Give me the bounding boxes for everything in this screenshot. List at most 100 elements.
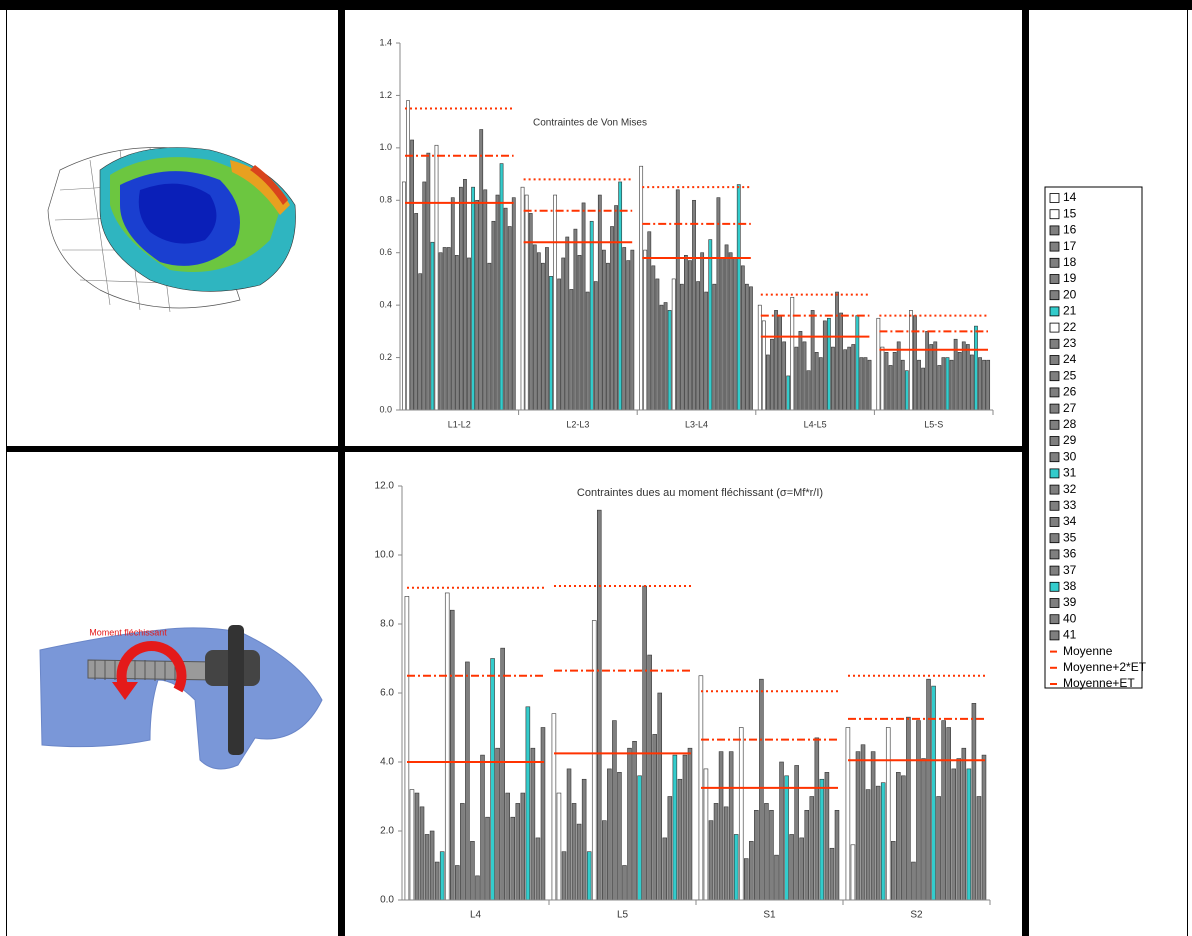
- bar: [465, 661, 470, 901]
- charts: Contraintes de Von Mises 0.0 0.2 0.4 0.6 0.8 1…: [375, 37, 994, 921]
- bar: [671, 278, 676, 411]
- y-tick-label: 0.8: [379, 195, 392, 205]
- bar: [847, 346, 852, 411]
- bar: [561, 851, 567, 901]
- bar: [794, 346, 799, 411]
- bar: [422, 181, 427, 411]
- legend-label: 38: [1063, 579, 1077, 593]
- bar: [503, 207, 508, 411]
- bar: [410, 139, 414, 411]
- bar: [982, 359, 986, 411]
- y-tick-label: 0.4: [379, 300, 392, 310]
- bar: [450, 197, 455, 411]
- bar: [896, 772, 901, 901]
- bar: [736, 184, 741, 411]
- bar: [728, 751, 734, 901]
- bar: [913, 315, 917, 411]
- x-tick-label: L4-L5: [804, 419, 827, 429]
- bar: [667, 310, 672, 411]
- legend-label: 22: [1063, 320, 1077, 334]
- bar: [414, 792, 420, 901]
- legend-swatch: [1049, 500, 1060, 511]
- legend-label: 37: [1063, 563, 1077, 577]
- bar: [565, 236, 570, 411]
- bar: [779, 761, 784, 901]
- bar: [784, 775, 789, 901]
- bar: [622, 865, 627, 901]
- bar: [929, 344, 934, 411]
- y-tick-label: 0.6: [379, 247, 392, 257]
- bar: [652, 734, 657, 901]
- bar: [839, 312, 843, 411]
- legend-label: Moyenne: [1063, 644, 1113, 658]
- border-top: [0, 0, 1192, 10]
- legend-label: 15: [1063, 206, 1077, 220]
- screw-illustration: Moment fléchissant: [39, 625, 323, 770]
- x-tick-label: L5: [617, 910, 629, 921]
- bar: [754, 809, 759, 901]
- y-tick-label: 8.0: [380, 619, 394, 630]
- bar: [444, 592, 450, 901]
- bar: [438, 252, 443, 411]
- bar: [618, 181, 623, 411]
- bar: [867, 359, 872, 411]
- legend-label: 27: [1063, 401, 1077, 415]
- border-row: [6, 446, 1026, 452]
- legend-label: 14: [1063, 190, 1077, 204]
- bar: [589, 220, 594, 411]
- bar: [692, 199, 696, 411]
- bar: [630, 249, 635, 411]
- legend-swatch: [1049, 533, 1060, 544]
- legend-label: 34: [1063, 514, 1077, 528]
- bar: [790, 296, 795, 411]
- bar: [596, 509, 602, 901]
- bar: [971, 703, 977, 901]
- legend: 14 15 16 17 18 19 20 21 22 23 24 25 26 27 28 29 30 31 32 33…: [1049, 190, 1147, 690]
- bar: [470, 841, 475, 901]
- bar: [819, 778, 825, 901]
- bar: [802, 341, 807, 411]
- bar: [843, 349, 848, 411]
- y-tick-label: 2.0: [380, 826, 394, 837]
- legend-swatch: [1049, 517, 1060, 527]
- legend-swatch: [1049, 274, 1060, 284]
- bar: [981, 754, 987, 901]
- bar: [855, 315, 860, 411]
- bar: [921, 367, 925, 411]
- bar: [573, 228, 578, 411]
- bar: [446, 247, 451, 411]
- legend-swatch: [1049, 403, 1060, 414]
- legend-box: [1044, 186, 1143, 689]
- bar: [406, 100, 410, 411]
- bar: [969, 354, 974, 411]
- bar: [434, 861, 440, 901]
- legend-label: 41: [1063, 628, 1077, 642]
- border-mid2: [1022, 0, 1029, 936]
- legend-swatch: [1049, 241, 1060, 252]
- bar: [978, 357, 982, 411]
- bar: [540, 727, 546, 901]
- bar: [917, 359, 921, 411]
- legend-label: 24: [1063, 352, 1077, 366]
- bar: [617, 772, 622, 901]
- bar: [966, 768, 972, 901]
- bar: [718, 751, 724, 901]
- bar: [612, 720, 617, 901]
- bar: [704, 291, 709, 411]
- bar: [591, 620, 597, 901]
- bar: [490, 658, 495, 901]
- bar: [794, 765, 799, 901]
- legend-swatch: [1049, 322, 1060, 333]
- bar: [487, 262, 492, 411]
- bar: [945, 357, 950, 411]
- bar: [593, 281, 598, 411]
- legend-swatch: [1049, 387, 1060, 398]
- y-tick-label: 10.0: [375, 550, 395, 561]
- legend-label: 33: [1063, 498, 1077, 512]
- bar: [643, 249, 648, 411]
- bar: [941, 357, 946, 411]
- bar: [551, 713, 557, 901]
- legend-swatch: [1049, 581, 1060, 592]
- bar: [454, 255, 459, 411]
- bar: [677, 778, 683, 901]
